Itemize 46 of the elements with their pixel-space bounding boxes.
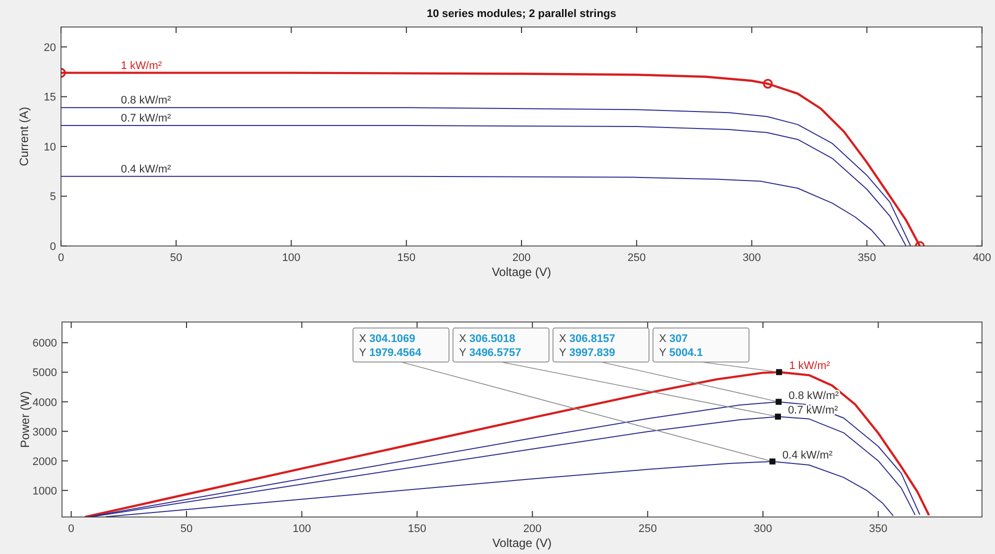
y-axis-title: Current (A) — [17, 106, 31, 166]
series-label: 0.8 kW/m² — [120, 94, 172, 107]
x-tick-label: 0 — [68, 523, 74, 535]
y-tick-label: 3000 — [32, 426, 57, 438]
x-tick-label: 150 — [397, 252, 416, 264]
x-axis-title: Voltage (V) — [492, 265, 552, 279]
y-tick-label: 15 — [44, 92, 56, 104]
series-label: 1 kW/m² — [789, 360, 830, 372]
x-axis-title: Voltage (V) — [492, 536, 552, 550]
x-tick-label: 0 — [58, 252, 64, 264]
x-tick-label: 150 — [408, 523, 426, 535]
y-tick-label: 0 — [50, 241, 56, 253]
point — [762, 78, 773, 89]
y-axis-title: Power (W) — [18, 391, 32, 448]
series-label: 1 kW/m² — [120, 60, 162, 72]
x-tick-label: 50 — [180, 523, 193, 535]
y-tick-label: 5000 — [32, 367, 57, 380]
series-label: 0.4 kW/m² — [120, 163, 172, 176]
chart-title: 10 series modules; 2 parallel strings — [426, 8, 616, 20]
x-tick-label: 200 — [512, 252, 531, 264]
y-tick-label: 10 — [44, 141, 56, 154]
series-label: 0.7 kW/m² — [120, 112, 172, 125]
y-tick-label: 5 — [50, 191, 56, 204]
y-tick-label: 2000 — [32, 456, 57, 468]
line-series — [61, 176, 886, 246]
y-tick-label: 6000 — [32, 338, 57, 350]
x-tick-label: 250 — [638, 523, 657, 535]
y-tick-label: 20 — [44, 42, 56, 54]
x-tick-label: 350 — [858, 252, 876, 264]
x-tick-label: 50 — [170, 252, 182, 264]
series-label: 0.8 kW/m² — [788, 390, 840, 402]
x-tick-label: 400 — [972, 252, 992, 264]
x-tick-label: 300 — [742, 252, 761, 264]
x-tick-label: 200 — [523, 523, 542, 535]
x-tick-label: 300 — [754, 523, 772, 535]
x-tick-label: 100 — [292, 523, 311, 535]
annotation: X 307 Y 5004.1 — [659, 333, 703, 359]
series-label: 0.4 kW/m² — [782, 449, 833, 462]
x-tick-label: 250 — [627, 252, 646, 264]
x-tick-label: 350 — [869, 523, 888, 535]
annotation: X 306.8157 Y 3997.839 — [559, 333, 616, 359]
y-tick-label: 1000 — [32, 485, 57, 498]
annotation: X 306.5018 Y 3496.5757 — [459, 333, 522, 359]
x-tick-label: 100 — [282, 252, 300, 264]
y-tick-label: 4000 — [32, 396, 57, 409]
annotation: X 304.1069 Y 1979.4564 — [359, 333, 422, 359]
